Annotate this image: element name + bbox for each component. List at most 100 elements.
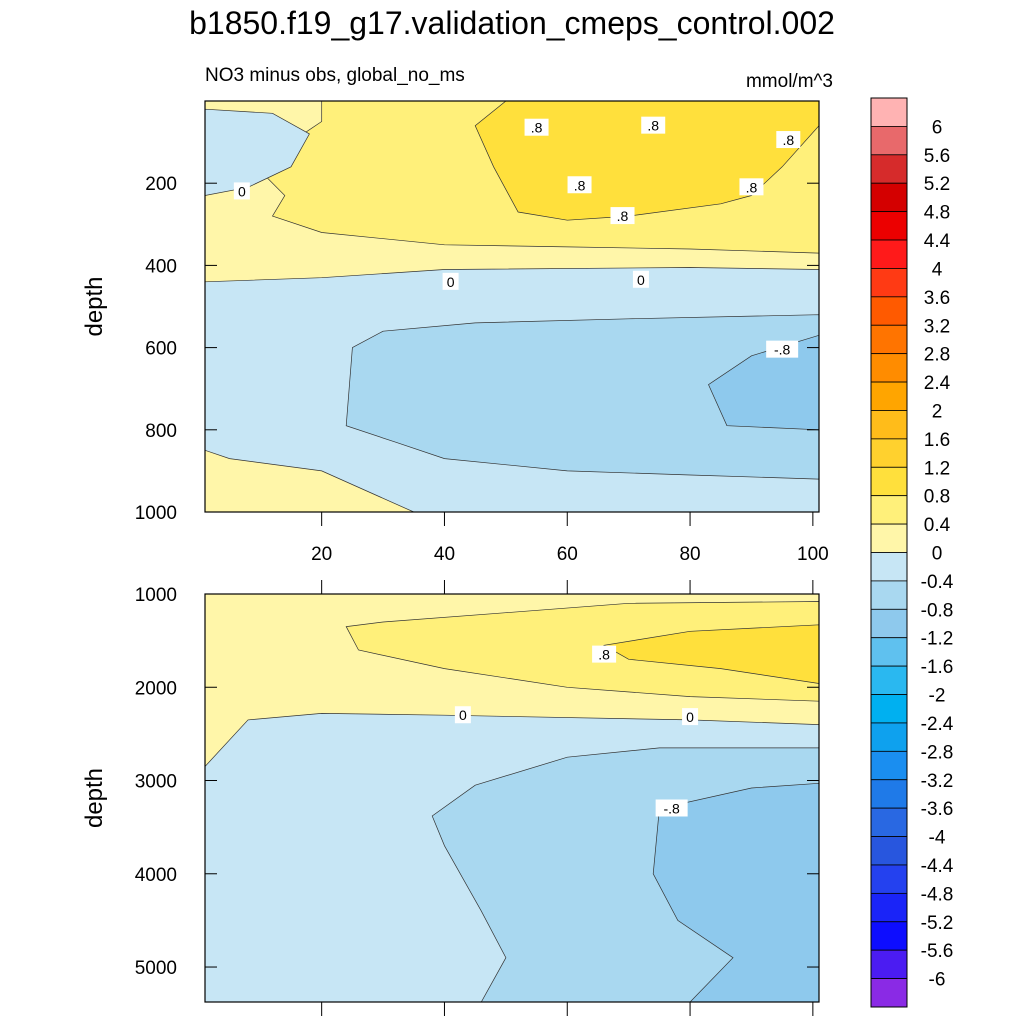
colorbar-label: 6 xyxy=(932,117,943,138)
colorbar-box xyxy=(870,608,908,639)
colorbar-label: 4 xyxy=(932,259,943,280)
contour-fills xyxy=(205,101,819,512)
y-tick-label: 1000 xyxy=(135,585,177,606)
contour-label-bg xyxy=(766,340,799,358)
y-axis-label: depth xyxy=(81,768,108,828)
contour-label-bg xyxy=(524,118,549,136)
contour-label-bg xyxy=(632,270,649,288)
colorbar-box xyxy=(870,722,908,752)
colorbar-label: -4.8 xyxy=(921,884,954,905)
colorbar-box xyxy=(870,779,908,809)
colorbar-label: -0.4 xyxy=(921,572,954,593)
colorbar-box xyxy=(870,182,908,213)
lower-panel: .8 0 0 -.8 1000 2000 3000 4000 5000 depth xyxy=(81,580,820,1016)
contour-label: .8 xyxy=(598,647,610,663)
colorbar: 6 5.6 5.2 4.8 4.4 4 3.6 3.2 2.8 2.4 2 1.6 1.2 0.8 0.4 0… xyxy=(870,97,954,1008)
contour-label: -.8 xyxy=(663,800,680,816)
colorbar-box xyxy=(870,523,908,553)
colorbar-label: -5.6 xyxy=(921,941,954,962)
colorbar-box xyxy=(870,921,908,951)
contour-label: 0 xyxy=(447,274,455,290)
y-tick-label: 1000 xyxy=(135,503,177,524)
y-tick-label: 400 xyxy=(145,256,177,277)
colorbar-box xyxy=(870,296,908,326)
y-tick-label: 3000 xyxy=(135,772,177,793)
contour-label-bg xyxy=(682,708,699,726)
contour-label: .8 xyxy=(617,208,629,224)
x-tick-label: 100 xyxy=(797,544,829,565)
colorbar-label: -0.8 xyxy=(921,600,954,621)
colorbar-box xyxy=(870,97,908,127)
y-tick-label: 200 xyxy=(145,174,177,195)
x-tick-label: 80 xyxy=(679,544,700,565)
colorbar-box xyxy=(870,211,908,241)
colorbar-box xyxy=(870,552,908,582)
contour-region xyxy=(603,624,819,684)
colorbar-label: 0 xyxy=(932,544,943,565)
colorbar-label: 1.2 xyxy=(924,458,950,479)
colorbar-box xyxy=(870,864,908,894)
y-tick-label: 4000 xyxy=(135,865,177,886)
colorbar-label: 1.6 xyxy=(924,430,950,451)
y-tick-label: 600 xyxy=(145,339,177,360)
contour-label-bg xyxy=(592,645,617,663)
colorbar-label: 5.6 xyxy=(924,146,950,167)
contour-label: .8 xyxy=(574,177,586,193)
colorbar-box xyxy=(870,410,908,440)
colorbar-box xyxy=(870,580,908,610)
colorbar-box xyxy=(870,268,908,298)
figure-title: b1850.f19_g17.validation_cmeps_control.0… xyxy=(189,5,835,41)
colorbar-box xyxy=(870,154,908,184)
colorbar-box xyxy=(870,381,908,411)
contour-region xyxy=(345,601,819,702)
y-axis-label: depth xyxy=(81,276,108,336)
contour-label-bg xyxy=(655,799,688,817)
colorbar-label: 2 xyxy=(932,401,943,422)
y-tick-label: 800 xyxy=(145,421,177,442)
colorbar-box xyxy=(870,495,908,525)
colorbar-label: -5.2 xyxy=(921,913,954,934)
contour-region xyxy=(345,314,819,480)
colorbar-label: 4.8 xyxy=(924,203,950,224)
colorbar-label: 0.4 xyxy=(924,515,951,536)
colorbar-label: 3.6 xyxy=(924,288,950,309)
contour-label: .8 xyxy=(782,132,794,148)
colorbar-frame xyxy=(870,97,908,1008)
colorbar-box xyxy=(870,750,908,781)
colorbar-box xyxy=(870,466,908,497)
contour-label-bg xyxy=(233,182,250,200)
colorbar-box xyxy=(870,836,908,866)
y-tick-label: 5000 xyxy=(135,958,177,979)
colorbar-box xyxy=(870,694,908,724)
contour-region xyxy=(652,782,819,1002)
contour-label: .8 xyxy=(531,120,543,136)
contour-fills xyxy=(205,594,819,1002)
colorbar-box xyxy=(870,324,908,355)
contour-label: .8 xyxy=(647,118,659,134)
colorbar-box xyxy=(870,438,908,468)
contour-region xyxy=(474,101,819,221)
contour-label-bg xyxy=(739,178,764,196)
panel-left-title: NO3 minus obs, global_no_ms xyxy=(205,65,465,86)
colorbar-label: -3.2 xyxy=(921,771,954,792)
colorbar-label: -4.4 xyxy=(921,856,954,877)
colorbar-box xyxy=(870,807,908,837)
colorbar-label: -6 xyxy=(929,970,946,991)
colorbar-box xyxy=(870,892,908,923)
colorbar-label: -2 xyxy=(929,686,946,707)
colorbar-label: -4 xyxy=(929,828,946,849)
contour-label: -.8 xyxy=(774,342,791,358)
colorbar-box xyxy=(870,637,908,667)
contour-label-bg xyxy=(567,176,592,194)
colorbar-label: -1.2 xyxy=(921,629,954,650)
contour-label-bg xyxy=(776,131,801,149)
contour-label-bg xyxy=(610,207,635,225)
contour-label-bg xyxy=(454,706,471,724)
colorbar-box xyxy=(870,239,908,269)
contour-region xyxy=(205,108,310,196)
colorbar-label: -2.8 xyxy=(921,742,954,763)
x-tick-label: 40 xyxy=(434,544,455,565)
contour-label-bg xyxy=(442,272,459,290)
contour-label: 0 xyxy=(238,183,246,199)
colorbar-label: -1.6 xyxy=(921,657,954,678)
